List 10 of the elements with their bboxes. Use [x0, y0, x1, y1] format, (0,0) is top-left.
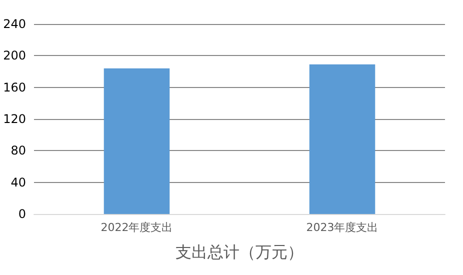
x-axis-title: 支出总计（万元）: [176, 242, 304, 262]
y-tick-label: 120: [3, 112, 26, 126]
y-tick-label: 40: [10, 175, 26, 190]
y-tick-label: 80: [10, 144, 26, 158]
x-tick-label: 2023年度支出: [306, 221, 378, 234]
y-tick-label: 0: [18, 207, 26, 221]
y-tick-label: 240: [3, 17, 26, 31]
x-tick-label: 2022年度支出: [100, 221, 173, 234]
y-tick-label: 160: [3, 80, 26, 94]
y-tick-label: 200: [3, 48, 26, 63]
